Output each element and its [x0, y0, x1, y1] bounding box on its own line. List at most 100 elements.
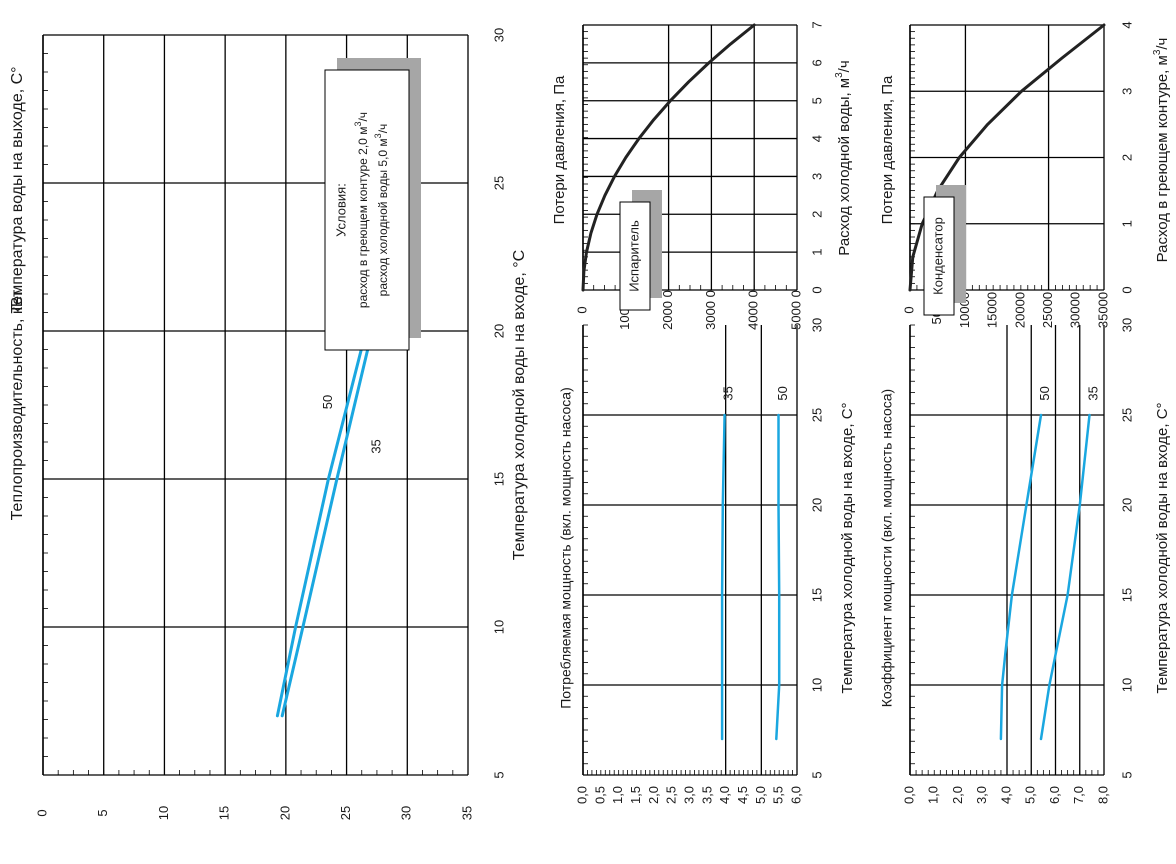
- power-series-label: 35: [721, 386, 736, 400]
- evap-x-tick-label: 6: [809, 59, 824, 66]
- heat-y-axis-title: Теплопроизводительность, кВт: [9, 289, 26, 520]
- power-series-line-35: [720, 413, 726, 741]
- power-y-tick-label: 0,5: [592, 786, 607, 804]
- heat-note-line2: расход холодной воды 5,0 м3/ч: [373, 124, 390, 297]
- cond-x-tick-label: 1: [1119, 220, 1134, 227]
- cop-y-tick-label: 1,0: [926, 786, 941, 804]
- heat-y-tick-label: 30: [399, 806, 414, 820]
- heat-y-tick-label: 35: [459, 806, 474, 820]
- power-x-axis-title: Температура холодной воды на входе, С°: [839, 402, 856, 693]
- evap-box: [619, 201, 651, 311]
- cond-x-tick-label: 2: [1119, 154, 1134, 161]
- cop-y-tick-label: 7,0: [1071, 786, 1086, 804]
- heat-x-tick-label: 25: [491, 176, 506, 190]
- power-x-tick-label: 5: [809, 771, 824, 778]
- heat-y-tick-label: 15: [217, 806, 232, 820]
- power-y-tick-label: 6,0: [788, 786, 803, 804]
- power-x-tick-label: 20: [809, 498, 824, 512]
- power-y-tick-label: 2,0: [646, 786, 661, 804]
- cop-y-tick-label: 6,0: [1047, 786, 1062, 804]
- evap-x-tick-label: 1: [809, 249, 824, 256]
- power-y-tick-label: 3,5: [699, 786, 714, 804]
- cond-y-tick-label: 35000: [1095, 292, 1110, 328]
- power-y-axis-title: Потребляемая мощность (вкл. мощность нас…: [558, 387, 574, 709]
- cop-series-line-50: [999, 413, 1043, 741]
- heat-y-tick-label: 25: [338, 806, 353, 820]
- cond-x-tick-label: 4: [1119, 21, 1134, 28]
- cond-box: [923, 196, 955, 316]
- power-y-tick-label: 5,5: [771, 786, 786, 804]
- evap-x-axis-title: Расход холодной воды, м3/ч: [834, 60, 853, 255]
- evap-x-tick-label: 7: [809, 21, 824, 28]
- cond-series-line-0: [908, 23, 1106, 292]
- heat-y-tick-label: 10: [156, 806, 171, 820]
- heat-y2-axis-title: Температура воды на выходе, С°: [9, 66, 26, 313]
- evap-y-tick-label: 4000 0: [746, 290, 761, 330]
- cop-y-tick-label: 8,0: [1095, 786, 1110, 804]
- power-y-tick-label: 5,0: [753, 786, 768, 804]
- cop-series-label: 50: [1037, 386, 1052, 400]
- heat-x-axis-title: Температура холодной воды на входе, °C: [511, 250, 528, 561]
- power-y-tick-label: 4,0: [717, 786, 732, 804]
- power-y-tick-label: 0,0: [574, 786, 589, 804]
- cop-y-axis-title: Коэффициент мощности (вкл. мощность насо…: [879, 389, 895, 707]
- heat-y-tick-label: 0: [34, 809, 49, 816]
- power-series-label: 50: [775, 386, 790, 400]
- cop-x-tick-label: 20: [1119, 498, 1134, 512]
- heat-x-tick-label: 20: [491, 324, 506, 338]
- heat-note-title: Условия:: [333, 183, 348, 237]
- power-chart: [582, 324, 798, 776]
- cond-box-label: Конденсатор: [930, 217, 945, 295]
- heat-note-box: [324, 69, 410, 351]
- power-y-tick-label: 4,5: [735, 786, 750, 804]
- evap-chart: [582, 24, 798, 291]
- power-x-tick-label: 15: [809, 588, 824, 602]
- evap-x-tick-label: 4: [809, 135, 824, 142]
- cond-x-tick-label: 0: [1119, 286, 1134, 293]
- cop-y-tick-label: 0,0: [901, 786, 916, 804]
- cop-x-tick-label: 25: [1119, 408, 1134, 422]
- evap-x-tick-label: 2: [809, 211, 824, 218]
- evap-x-tick-label: 0: [809, 286, 824, 293]
- cop-x-tick-label: 15: [1119, 588, 1134, 602]
- heat-y-tick-label: 20: [277, 806, 292, 820]
- evap-y-axis-title: Потери давления, Па: [551, 75, 568, 224]
- cond-x-axis-title: Расход в греющем контуре, м3/ч: [1152, 38, 1171, 263]
- cond-y-tick-label: 20000: [1012, 292, 1027, 328]
- evap-y-tick-label: 3000 0: [703, 290, 718, 330]
- cop-y-tick-label: 4,0: [998, 786, 1013, 804]
- power-y-tick-label: 1,5: [628, 786, 643, 804]
- cond-y-tick-label: 30000: [1068, 292, 1083, 328]
- evap-x-tick-label: 3: [809, 173, 824, 180]
- cop-x-tick-label: 30: [1119, 318, 1134, 332]
- cond-y-tick-label: 0: [901, 306, 916, 313]
- cop-y-tick-label: 3,0: [974, 786, 989, 804]
- heat-x-tick-label: 5: [491, 771, 506, 778]
- heat-series-label: 50: [320, 395, 335, 409]
- cond-y-axis-title: Потери давления, Па: [879, 75, 896, 224]
- cop-x-tick-label: 10: [1119, 678, 1134, 692]
- cop-y-tick-label: 5,0: [1023, 786, 1038, 804]
- cond-x-tick-label: 3: [1119, 88, 1134, 95]
- power-series-line-50: [775, 413, 781, 741]
- heat-x-tick-label: 30: [491, 28, 506, 42]
- heat-note-line1: расход в греющем контуре 2,0 м3/ч: [353, 112, 370, 308]
- heat-x-tick-label: 15: [491, 472, 506, 486]
- cond-y-tick-label: 15000: [985, 292, 1000, 328]
- cop-x-tick-label: 5: [1119, 771, 1134, 778]
- heat-series-label: 35: [368, 439, 383, 453]
- power-y-tick-label: 1,0: [610, 786, 625, 804]
- evap-box-label: Испаритель: [626, 220, 641, 292]
- power-x-tick-label: 25: [809, 408, 824, 422]
- evap-x-tick-label: 5: [809, 97, 824, 104]
- cop-x-axis-title: Температура холодной воды на входе, С°: [1154, 402, 1171, 693]
- cop-y-tick-label: 2,0: [950, 786, 965, 804]
- evap-y-tick-label: 2000 0: [660, 290, 675, 330]
- evap-y-tick-label: 5000 0: [788, 290, 803, 330]
- cop-chart: [909, 324, 1105, 776]
- power-y-tick-label: 3,0: [681, 786, 696, 804]
- power-x-tick-label: 10: [809, 678, 824, 692]
- evap-series-line-0: [581, 23, 756, 292]
- cop-series-line-35: [1039, 413, 1091, 741]
